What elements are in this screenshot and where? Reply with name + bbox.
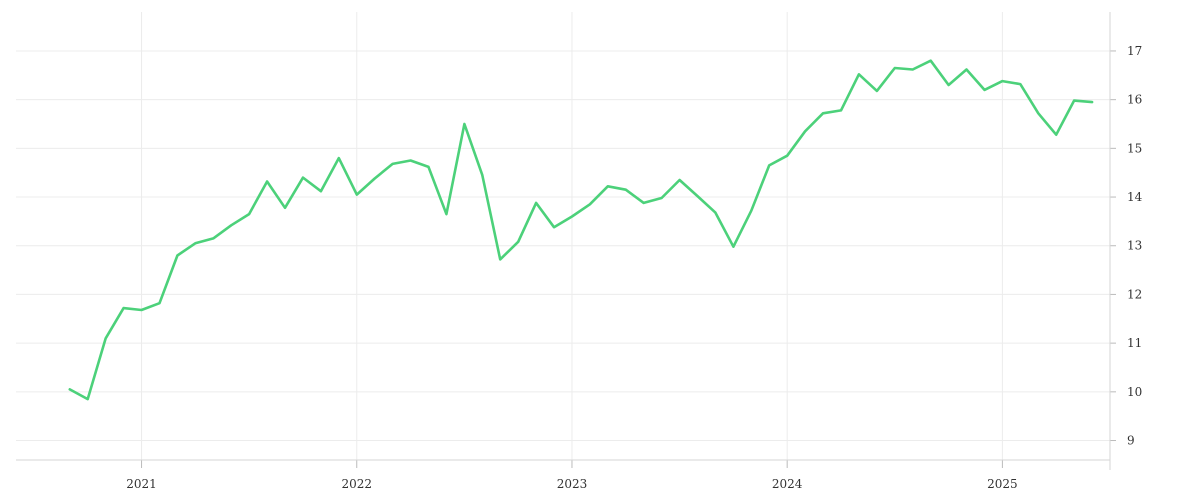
y-tick-label: 17 <box>1127 44 1142 58</box>
axes <box>16 12 1116 470</box>
tick-labels: 9 10 11 12 13 14 15 16 17 2021 2022 2023 2024 2025 <box>126 44 1142 491</box>
y-tick-label: 10 <box>1127 385 1142 399</box>
x-tick-label: 2024 <box>772 477 803 491</box>
y-tick-label: 11 <box>1127 336 1142 350</box>
y-tick-label: 15 <box>1127 141 1142 155</box>
x-tick-label: 2021 <box>126 477 157 491</box>
y-tick-label: 16 <box>1127 93 1142 107</box>
gridlines <box>16 12 1110 460</box>
x-tick-label: 2025 <box>987 477 1018 491</box>
x-tick-label: 2023 <box>557 477 588 491</box>
x-tick-label: 2022 <box>341 477 372 491</box>
series-layer <box>68 59 1094 401</box>
y-tick-label: 9 <box>1127 434 1135 448</box>
y-tick-label: 14 <box>1127 190 1143 204</box>
y-tick-label: 13 <box>1127 239 1142 253</box>
series-line <box>68 59 1094 401</box>
y-tick-label: 12 <box>1127 287 1142 301</box>
